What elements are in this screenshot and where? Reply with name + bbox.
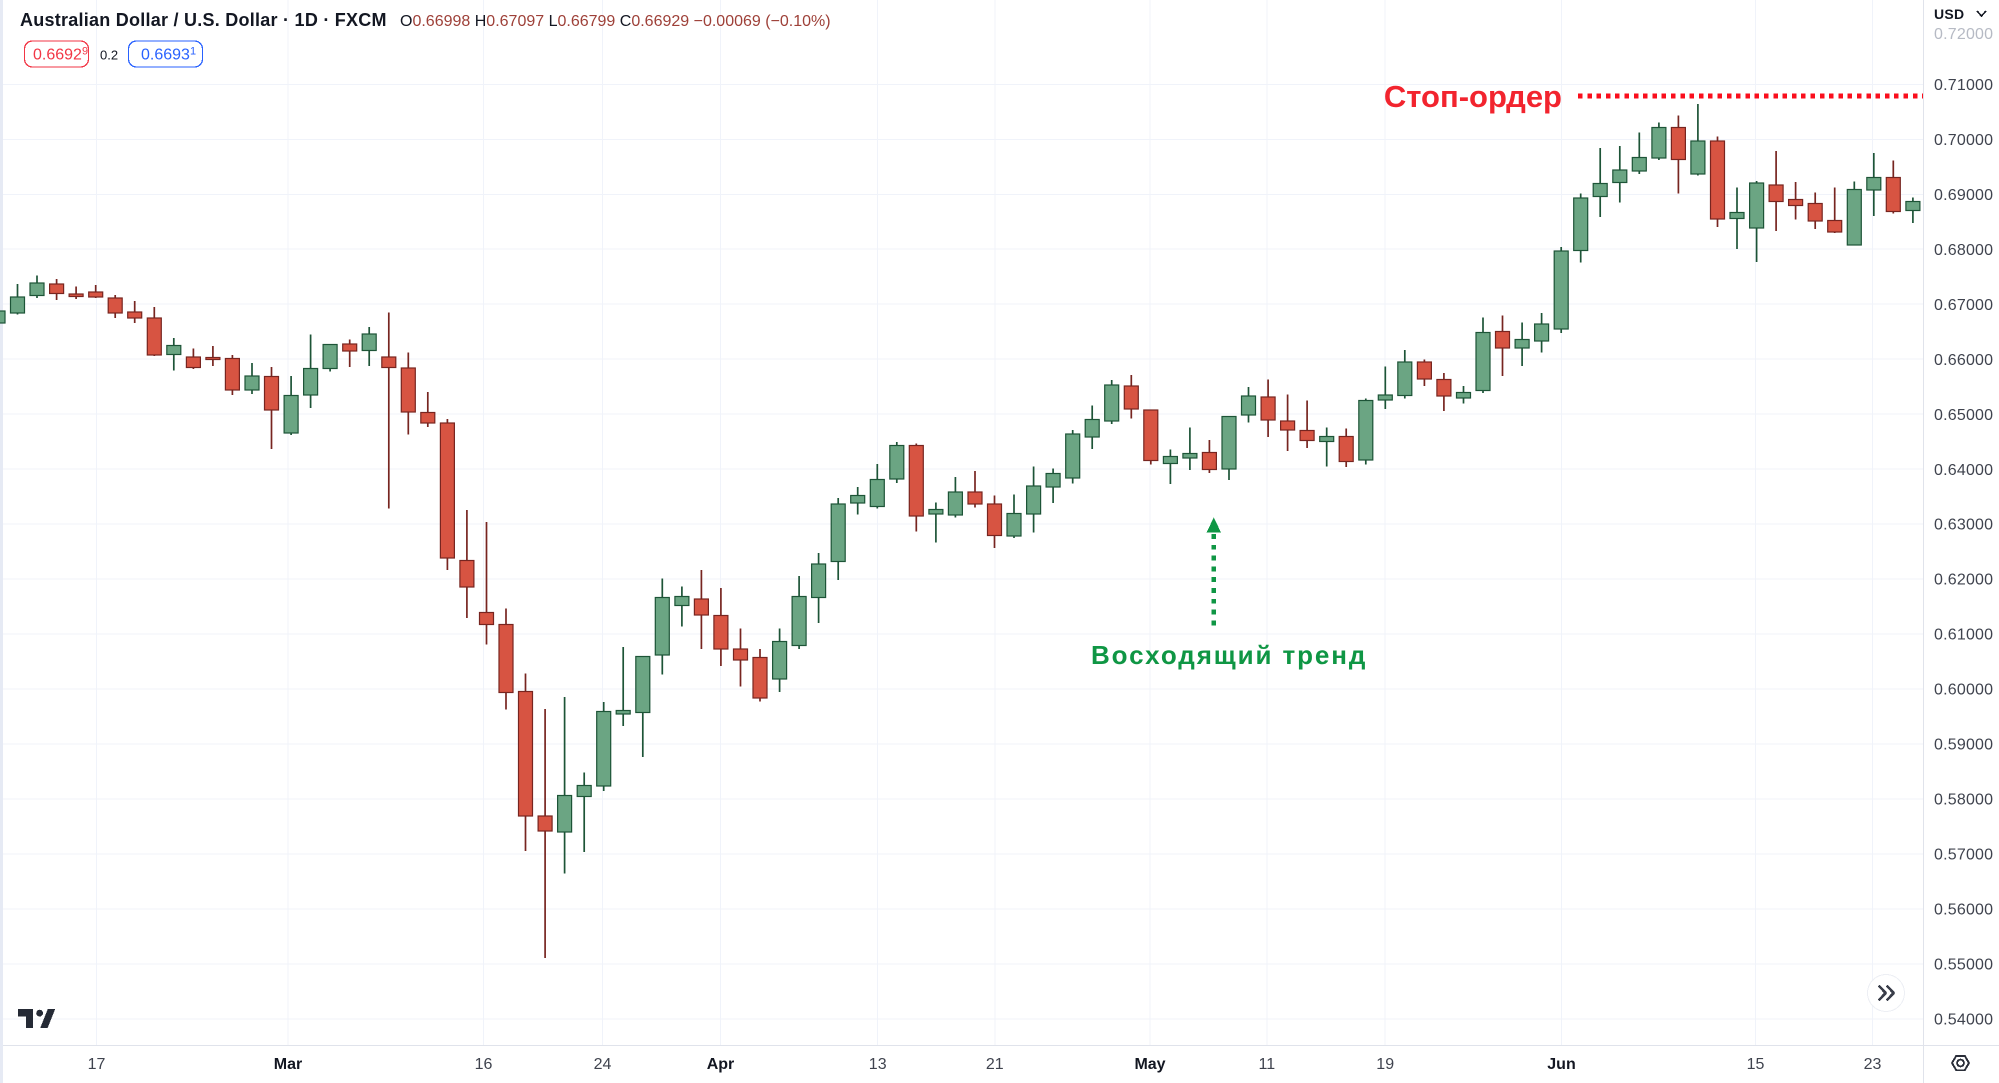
svg-text:17: 17 xyxy=(88,1056,106,1073)
svg-text:24: 24 xyxy=(594,1056,612,1073)
svg-text:0.55000: 0.55000 xyxy=(1934,957,1993,974)
svg-text:0.56000: 0.56000 xyxy=(1934,902,1993,919)
svg-text:23: 23 xyxy=(1864,1056,1882,1073)
svg-text:13: 13 xyxy=(869,1056,887,1073)
svg-text:0.2: 0.2 xyxy=(100,48,118,63)
svg-text:0.70000: 0.70000 xyxy=(1934,132,1993,149)
svg-text:0.65000: 0.65000 xyxy=(1934,407,1993,424)
svg-text:0.71000: 0.71000 xyxy=(1934,77,1993,94)
svg-text:0.54000: 0.54000 xyxy=(1934,1012,1993,1029)
svg-text:16: 16 xyxy=(475,1056,493,1073)
svg-text:11: 11 xyxy=(1258,1056,1275,1073)
svg-text:0.59000: 0.59000 xyxy=(1934,737,1993,754)
svg-text:0.66931: 0.66931 xyxy=(141,46,196,64)
svg-text:USD: USD xyxy=(1934,6,1964,22)
svg-text:0.58000: 0.58000 xyxy=(1934,792,1993,809)
svg-text:Mar: Mar xyxy=(274,1056,302,1073)
svg-text:0.60000: 0.60000 xyxy=(1934,682,1993,699)
svg-text:0.57000: 0.57000 xyxy=(1934,847,1993,864)
svg-text:0.66929: 0.66929 xyxy=(33,46,88,64)
svg-text:0.64000: 0.64000 xyxy=(1934,462,1993,479)
svg-text:Apr: Apr xyxy=(707,1056,735,1073)
svg-text:0.62000: 0.62000 xyxy=(1934,572,1993,589)
svg-text:Восходящий тренд: Восходящий тренд xyxy=(1091,640,1367,670)
svg-text:0.68000: 0.68000 xyxy=(1934,242,1993,259)
svg-text:0.61000: 0.61000 xyxy=(1934,627,1993,644)
svg-text:May: May xyxy=(1134,1056,1165,1073)
svg-text:19: 19 xyxy=(1376,1056,1394,1073)
svg-text:Jun: Jun xyxy=(1547,1056,1575,1073)
svg-text:O0.66998 H0.67097 L0.66799 C0.: O0.66998 H0.67097 L0.66799 C0.66929 −0.0… xyxy=(400,13,831,30)
svg-text:15: 15 xyxy=(1747,1056,1765,1073)
svg-text:0.66000: 0.66000 xyxy=(1934,352,1993,369)
svg-text:0.63000: 0.63000 xyxy=(1934,517,1993,534)
svg-text:Australian Dollar / U.S. Dolla: Australian Dollar / U.S. Dollar · 1D · F… xyxy=(20,10,387,30)
svg-text:0.72000: 0.72000 xyxy=(1934,26,1993,43)
svg-text:0.69000: 0.69000 xyxy=(1934,187,1993,204)
svg-text:0.67000: 0.67000 xyxy=(1934,297,1993,314)
svg-text:21: 21 xyxy=(986,1056,1004,1073)
svg-text:Стоп-ордер: Стоп-ордер xyxy=(1384,79,1562,114)
